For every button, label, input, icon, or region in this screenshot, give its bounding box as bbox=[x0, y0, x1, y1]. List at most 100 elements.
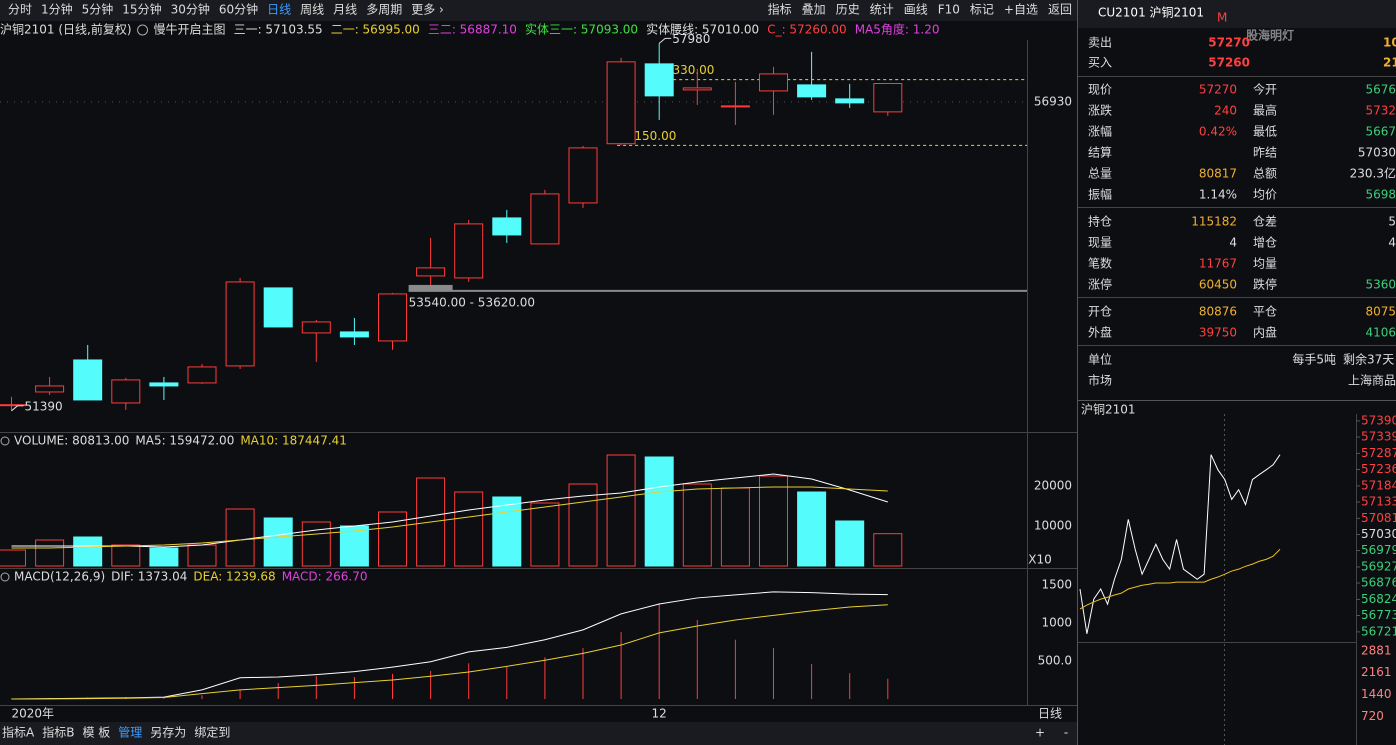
toolbar-item[interactable]: 15分钟 bbox=[122, 2, 161, 17]
quote-label: 均量 bbox=[1253, 257, 1277, 271]
range-label: 53540.00 - 53620.00 bbox=[409, 295, 535, 309]
candle-body bbox=[606, 61, 636, 145]
volume-bar bbox=[682, 483, 712, 567]
bottom-item[interactable]: 管理 bbox=[118, 725, 142, 740]
volume-tick-label: 2161 bbox=[1361, 665, 1392, 679]
settings-icon[interactable] bbox=[0, 436, 10, 446]
legend-entry: DIF: 1373.04 bbox=[111, 570, 187, 584]
quote-value: 1.14% bbox=[1199, 188, 1237, 202]
quote-value: 230.3亿 bbox=[1350, 166, 1396, 181]
watermark: 股海明灯 bbox=[1246, 28, 1294, 43]
quote-label: 涨幅 bbox=[1088, 124, 1112, 139]
candle-body bbox=[339, 331, 369, 338]
bottom-button[interactable]: + bbox=[1035, 726, 1045, 740]
book-price: 57260 bbox=[1208, 56, 1250, 70]
toolbar-item[interactable]: 5分钟 bbox=[82, 2, 114, 17]
volume-tick-label: 1440 bbox=[1361, 687, 1392, 701]
bottom-item[interactable]: 指标A bbox=[2, 725, 35, 740]
toolbar-item[interactable]: 更多 › bbox=[411, 3, 444, 17]
book-volume: 10 bbox=[1383, 36, 1396, 50]
y-tick-label: 56773 bbox=[1361, 608, 1396, 622]
indicator-value: C_: 57260.00 bbox=[767, 23, 847, 37]
volume-bar bbox=[111, 544, 141, 567]
quote-label: 总额 bbox=[1253, 167, 1277, 181]
bottom-item[interactable]: 绑定到 bbox=[194, 725, 230, 740]
quote-value: 39750 bbox=[1199, 326, 1237, 340]
volume-bar bbox=[568, 483, 598, 567]
bottom-item[interactable]: 指标B bbox=[42, 725, 74, 740]
toolbar-item[interactable]: 30分钟 bbox=[171, 2, 210, 17]
quote-label: 仓差 bbox=[1253, 215, 1277, 229]
toolbar-item[interactable]: 1分钟 bbox=[41, 2, 73, 17]
volume-bar bbox=[835, 520, 865, 567]
quote-label: 最高 bbox=[1253, 103, 1277, 118]
toolbar-item[interactable]: 返回 bbox=[1048, 3, 1072, 17]
indicator-value: 三二: 56887.10 bbox=[428, 23, 517, 37]
toolbar-item[interactable]: +自选 bbox=[1004, 3, 1038, 17]
indicator-value: 实体三一: 57093.00 bbox=[525, 22, 638, 37]
info-value: 上海商品 bbox=[1348, 373, 1396, 388]
settings-icon[interactable] bbox=[0, 572, 10, 582]
book-label: 卖出 bbox=[1088, 36, 1112, 50]
quote-value: 5 bbox=[1388, 215, 1396, 229]
intraday-line bbox=[1079, 454, 1281, 634]
quote-value: 240 bbox=[1214, 104, 1237, 118]
y-tick-label: 57287 bbox=[1361, 446, 1396, 460]
quote-label: 振幅 bbox=[1088, 187, 1112, 202]
bottom-bar bbox=[0, 722, 1077, 745]
settings-icon[interactable] bbox=[137, 24, 149, 36]
toolbar-item[interactable]: 叠加 bbox=[802, 3, 826, 17]
y-tick-label: 1500 bbox=[1041, 578, 1072, 592]
volume-bar bbox=[416, 477, 446, 567]
toolbar-item[interactable]: 多周期 bbox=[366, 3, 402, 17]
chart-title: 沪铜2101 (日线,前复权) bbox=[0, 22, 132, 37]
quote-label: 内盘 bbox=[1253, 325, 1277, 340]
quote-label: 开仓 bbox=[1088, 305, 1112, 319]
quote-value: 4 bbox=[1229, 236, 1237, 250]
volume-bar bbox=[759, 475, 788, 567]
legend-entry: MA5: 159472.00 bbox=[135, 434, 234, 448]
quote-title: CU2101 沪铜2101 bbox=[1098, 5, 1204, 20]
multiplier-label: X10 bbox=[1028, 553, 1052, 567]
mini-title: 沪铜2101 bbox=[1081, 402, 1136, 417]
y-tick-label: 56721 bbox=[1361, 624, 1396, 638]
range-band bbox=[408, 284, 453, 291]
quote-label: 跌停 bbox=[1253, 277, 1277, 292]
book-price: 57270 bbox=[1208, 36, 1250, 50]
quote-label: 昨结 bbox=[1253, 146, 1277, 160]
volume-bar bbox=[873, 533, 903, 567]
toolbar-item[interactable]: 历史 bbox=[836, 3, 860, 17]
indicator-value: 慢牛开启主图 bbox=[154, 22, 226, 37]
annotation-pointer bbox=[11, 405, 24, 412]
candle-body bbox=[682, 87, 712, 91]
volume-bar bbox=[378, 511, 407, 567]
toolbar-item[interactable]: 月线 bbox=[333, 3, 357, 17]
quote-value: 57030 bbox=[1358, 146, 1396, 160]
quote-value: 80876 bbox=[1199, 305, 1237, 319]
toolbar-item[interactable]: 统计 bbox=[870, 3, 894, 17]
quote-value: 57270 bbox=[1199, 83, 1237, 97]
bottom-item[interactable]: 另存为 bbox=[150, 726, 186, 740]
legend-entry: MACD: 266.70 bbox=[282, 570, 368, 584]
ma-line bbox=[11, 473, 888, 548]
volume-bar bbox=[35, 539, 65, 567]
book-volume: 21 bbox=[1383, 56, 1396, 70]
toolbar-item[interactable]: 画线 bbox=[904, 3, 928, 17]
bottom-button[interactable]: - bbox=[1064, 726, 1068, 740]
toolbar-item[interactable]: 周线 bbox=[300, 3, 324, 17]
ma-line bbox=[11, 486, 888, 549]
macd-line bbox=[11, 604, 888, 700]
toolbar-item[interactable]: 标记 bbox=[970, 3, 994, 17]
toolbar-item[interactable]: 日线 bbox=[267, 3, 291, 17]
toolbar-item[interactable]: 60分钟 bbox=[219, 2, 258, 17]
candle-body bbox=[720, 105, 750, 108]
toolbar-item[interactable]: F10 bbox=[938, 3, 960, 17]
candle-body bbox=[225, 281, 255, 367]
toolbar-item[interactable]: 指标 bbox=[768, 2, 792, 17]
volume-bar bbox=[454, 491, 484, 567]
y-tick-label: 57081 bbox=[1361, 511, 1396, 525]
bottom-item[interactable]: 模 板 bbox=[82, 726, 110, 740]
toolbar-item[interactable]: 分时 bbox=[8, 3, 32, 17]
quote-value: 5698 bbox=[1365, 188, 1396, 202]
